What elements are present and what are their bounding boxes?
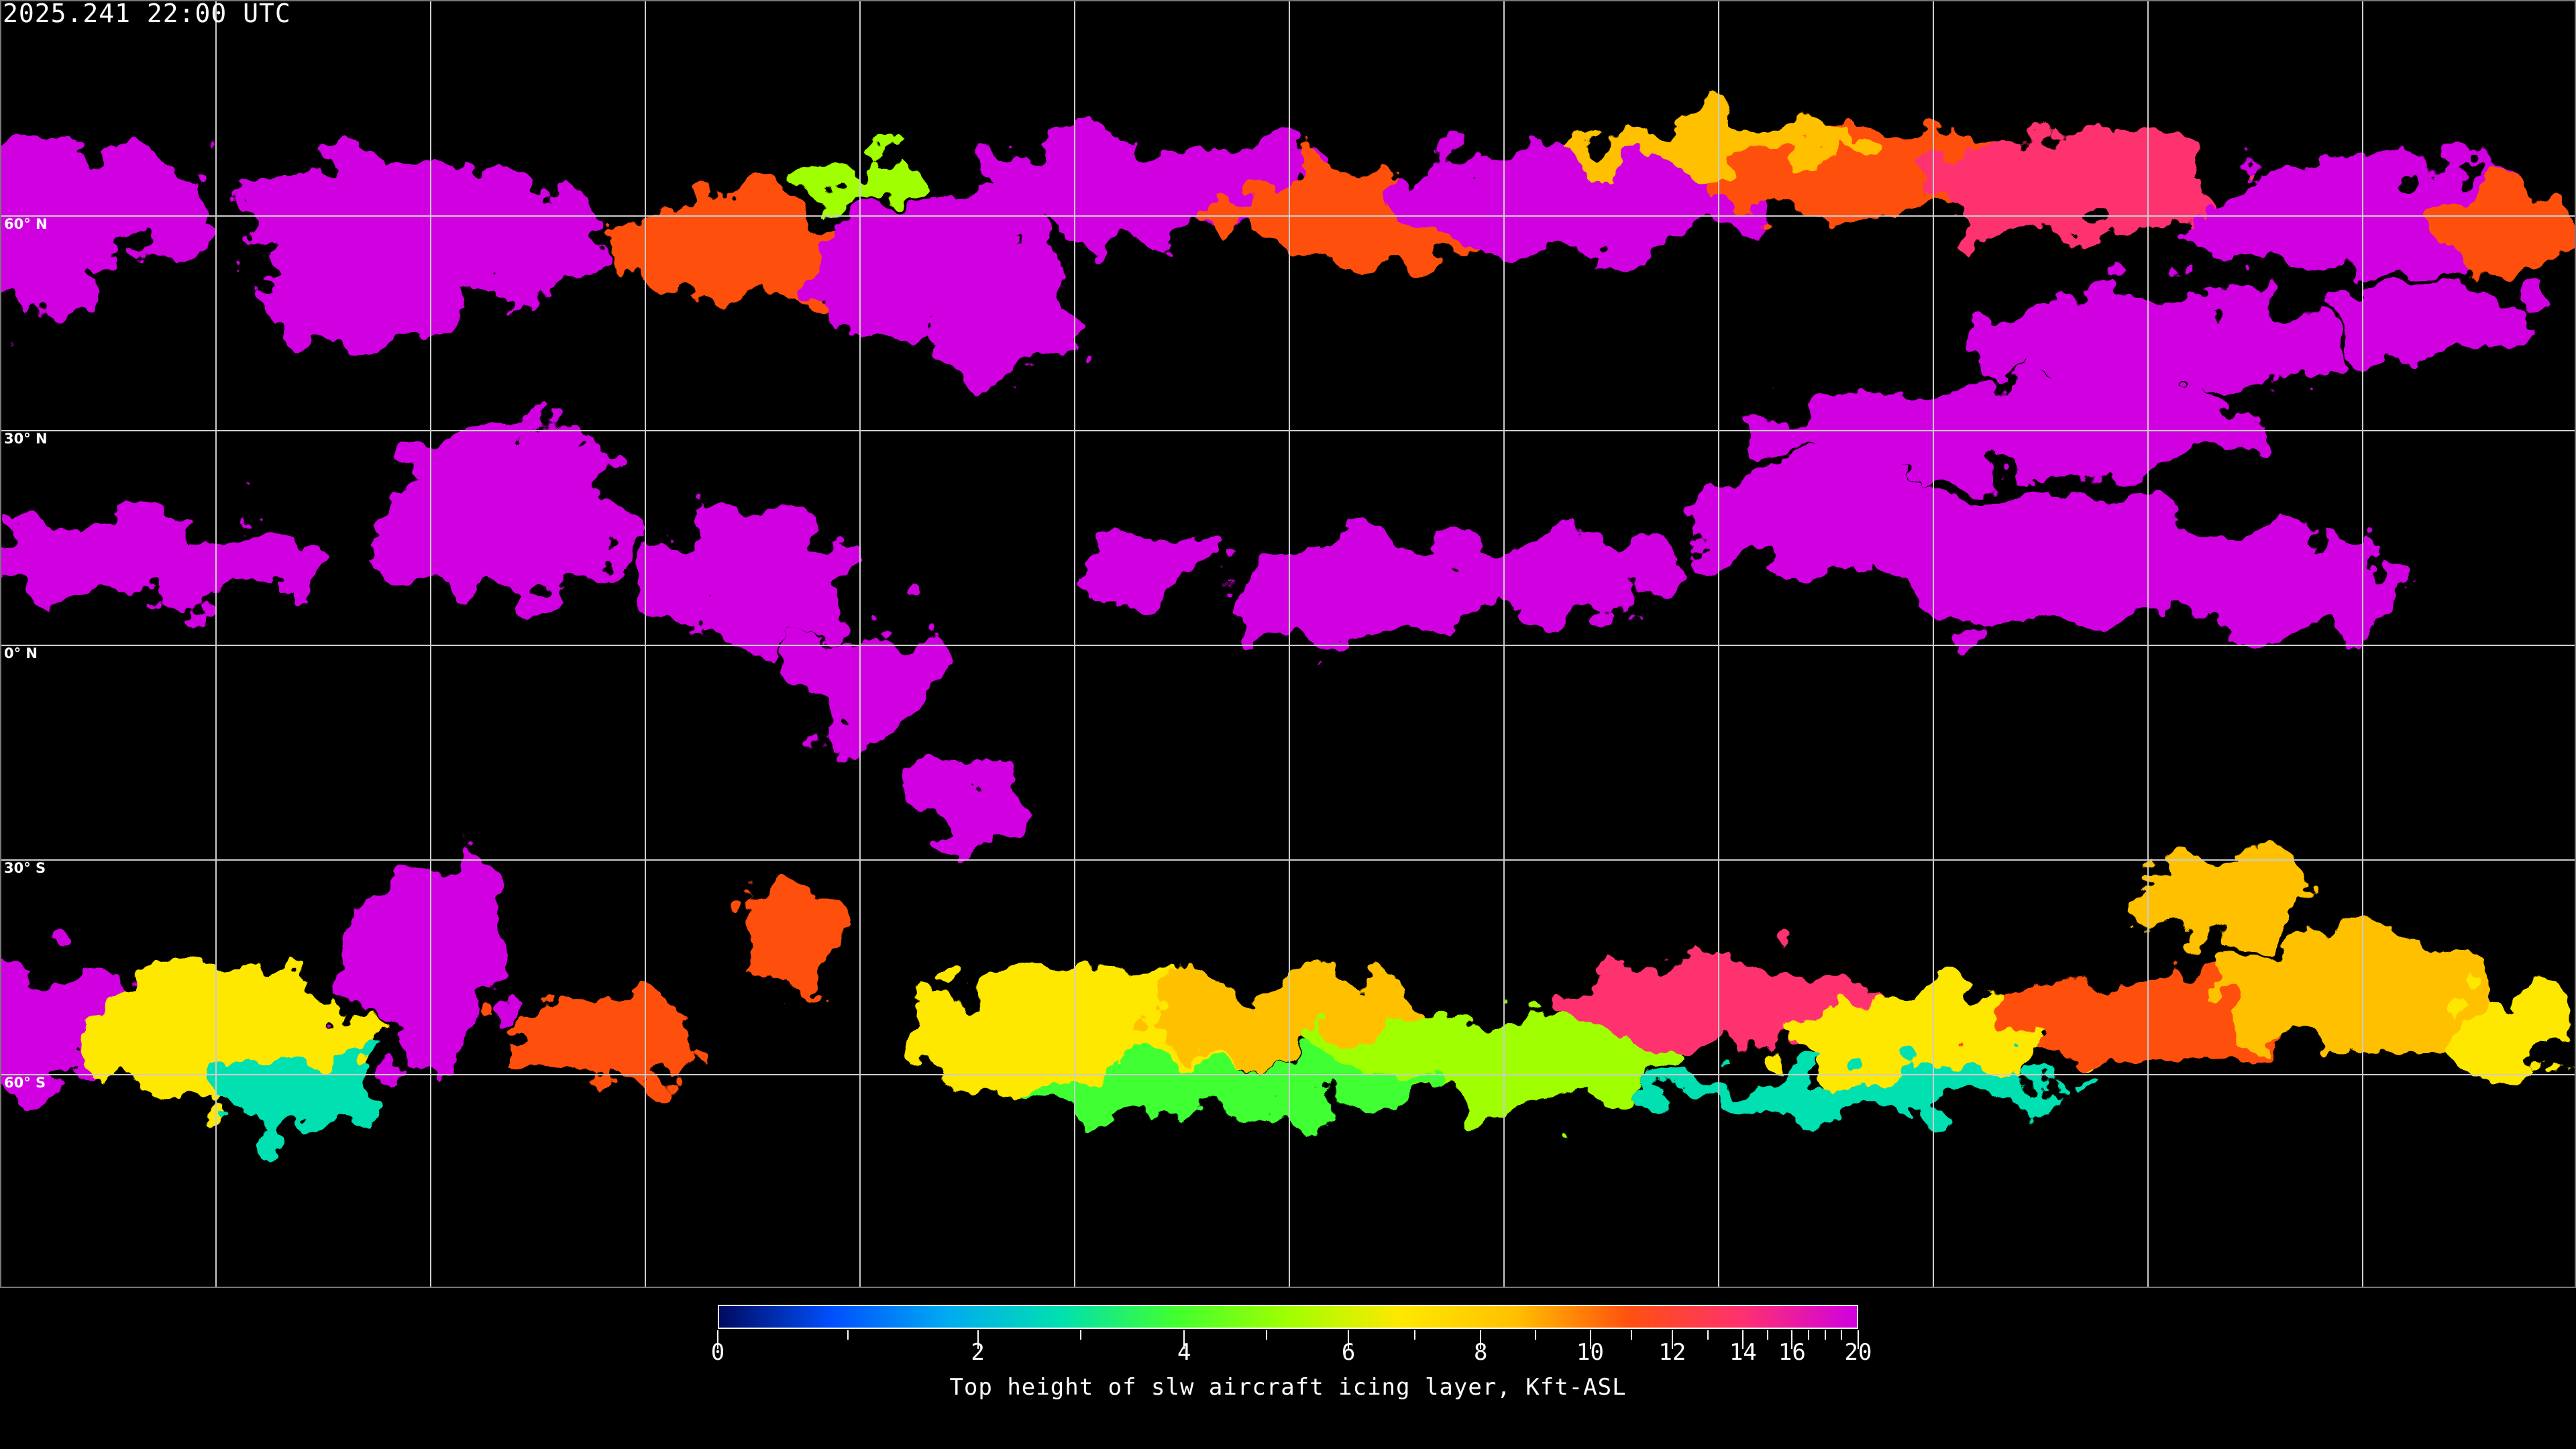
cloud-region [2434, 187, 2575, 274]
tick-label: 2 [971, 1339, 985, 1366]
major-tick [1480, 1330, 1482, 1349]
cloud-region [1933, 137, 2220, 237]
cloud-region [2434, 996, 2575, 1082]
tick-label: 16 [1778, 1339, 1806, 1366]
tick-label: 10 [1576, 1339, 1604, 1366]
tick-label: 0 [710, 1339, 725, 1366]
cloud-region [745, 860, 832, 1004]
cloud-region [1647, 1067, 2077, 1111]
timestamp-title: 2025.241 22:00 UTC [3, 0, 291, 28]
cloud-region [1, 517, 323, 602]
major-tick [1589, 1330, 1591, 1349]
colorbar-title: Top height of slw aircraft icing layer, … [949, 1374, 1627, 1401]
latitude-label: 30° S [4, 860, 46, 876]
graticule [1, 1, 2575, 1287]
latitude-label: 60° S [4, 1075, 46, 1091]
minor-tick [1841, 1330, 1843, 1340]
major-tick [1183, 1330, 1185, 1349]
tick-label: 14 [1729, 1339, 1757, 1366]
cloud-region [201, 1053, 374, 1125]
colorbar [718, 1305, 1858, 1329]
latitude-label: 0° N [4, 645, 38, 661]
minor-tick [1534, 1330, 1536, 1340]
tick-label: 20 [1844, 1339, 1872, 1366]
major-tick [1742, 1330, 1744, 1349]
major-tick [1858, 1330, 1859, 1349]
minor-tick [1824, 1330, 1826, 1340]
map-canvas [1, 1, 2575, 1287]
major-tick [1348, 1330, 1350, 1349]
cloud-region [1862, 488, 2220, 631]
minor-tick [1808, 1330, 1810, 1340]
minor-tick [1707, 1330, 1709, 1340]
icing-map [0, 0, 2576, 1288]
cloud-region [502, 996, 717, 1082]
cloud-region [917, 266, 1089, 381]
cloud-region [2184, 531, 2399, 646]
cloud-region [910, 759, 1025, 846]
minor-tick [1265, 1330, 1267, 1340]
tick-label: 8 [1474, 1339, 1488, 1366]
cloud-region [2133, 860, 2306, 946]
tick-label: 4 [1177, 1339, 1191, 1366]
cloud-region [609, 195, 824, 309]
cloud-region [252, 259, 467, 345]
cloud-region [2326, 280, 2542, 366]
cloud-region [1397, 144, 1755, 259]
minor-tick [1413, 1330, 1415, 1340]
tick-label: 6 [1341, 1339, 1356, 1366]
cloud-region [1003, 1060, 1433, 1118]
major-tick [1791, 1330, 1793, 1349]
minor-tick [1766, 1330, 1768, 1340]
cloud-region [394, 423, 610, 510]
tick-label: 12 [1658, 1339, 1686, 1366]
minor-tick [1080, 1330, 1082, 1340]
major-tick [717, 1330, 718, 1349]
cloud-region [1075, 523, 1218, 596]
minor-tick [847, 1330, 849, 1340]
cloud-region [1218, 531, 1504, 646]
major-tick [1671, 1330, 1673, 1349]
major-tick [977, 1330, 979, 1349]
latitude-label: 30° N [4, 431, 48, 447]
cloud-region [645, 502, 860, 645]
cloud-region [1468, 531, 1683, 617]
latitude-label: 60° N [4, 216, 48, 232]
minor-tick [1630, 1330, 1632, 1340]
